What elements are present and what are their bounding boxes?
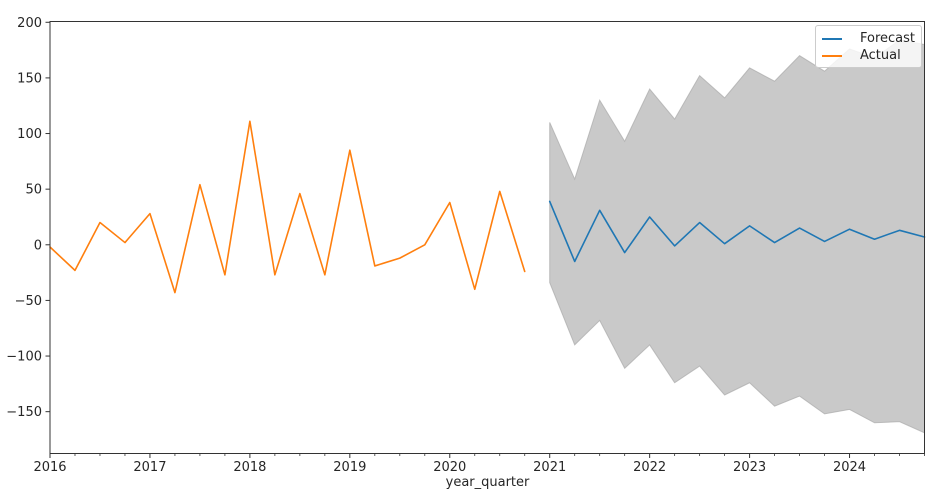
legend: Forecast Actual: [815, 25, 922, 68]
plot-border: [49, 21, 925, 454]
y-tick-label: −50: [15, 294, 42, 309]
x-tick-label: 2022: [633, 460, 666, 475]
y-tick-label: 200: [17, 16, 42, 31]
x-tick-label: 2021: [533, 460, 566, 475]
legend-item-forecast: Forecast: [822, 30, 915, 47]
y-tick-label: −100: [6, 350, 42, 365]
x-tick-label: 2020: [433, 460, 466, 475]
x-axis-title: year_quarter: [445, 475, 530, 490]
y-tick-label: 150: [17, 71, 42, 86]
y-axis: −150 −100 −50 0 50 100 150 200: [6, 16, 50, 420]
series-line-actual: [49, 120, 526, 294]
x-tick-label: 2018: [233, 460, 266, 475]
legend-item-actual: Actual: [822, 47, 915, 64]
y-tick-label: 100: [17, 127, 42, 142]
x-tick-label: 2017: [133, 460, 166, 475]
series-line-forecast: [548, 200, 926, 263]
legend-label-actual: Actual: [860, 48, 901, 63]
x-axis: 2016 2017 2018 2019 2020 2021 2022 2023 2024: [33, 453, 925, 475]
x-tick-label: 2024: [833, 460, 866, 475]
actual-line-swatch: [822, 54, 842, 57]
x-tick-label: 2016: [33, 460, 66, 475]
y-tick-label: 0: [34, 238, 42, 253]
forecast-line-swatch: [822, 37, 842, 40]
legend-label-forecast: Forecast: [860, 31, 916, 46]
x-tick-label: 2023: [733, 460, 766, 475]
y-tick-label: 50: [25, 183, 42, 198]
x-tick-label: 2019: [333, 460, 366, 475]
y-tick-label: −150: [6, 405, 42, 420]
